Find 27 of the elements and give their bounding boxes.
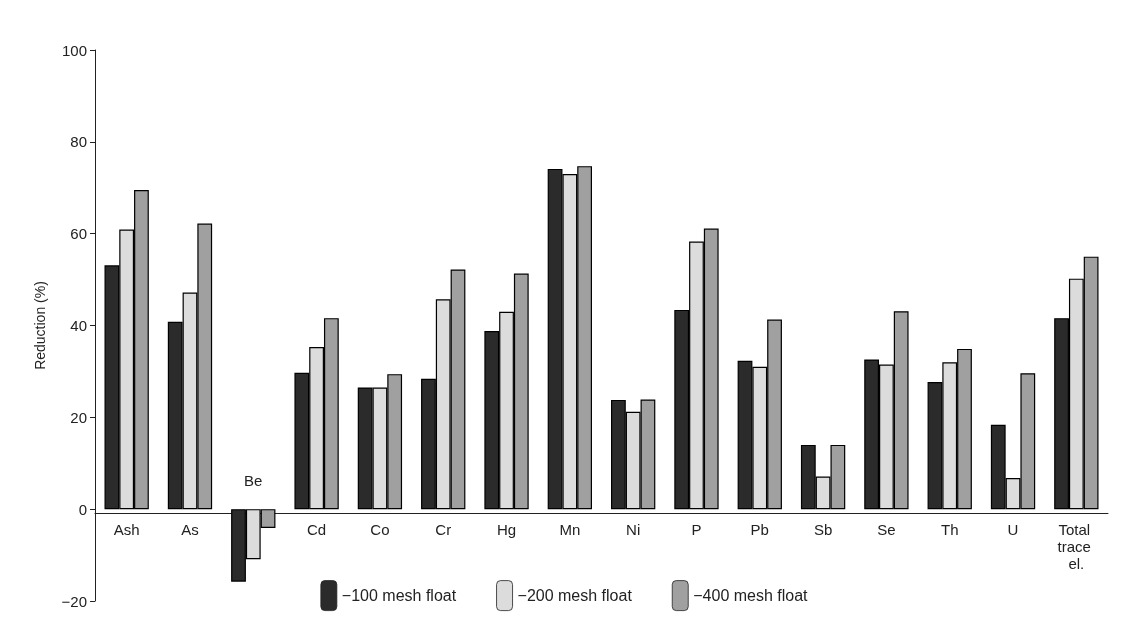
y-tick-label: 20: [70, 408, 87, 426]
x-tick-label: Hg: [496, 520, 517, 538]
x-tick-label: P: [691, 520, 702, 538]
x-tick-label: Se: [877, 520, 896, 538]
x-tick-label: Cr: [435, 520, 452, 538]
x-tick-label: Pb: [750, 520, 769, 538]
x-tick-label: Total trace el.: [1057, 520, 1096, 572]
x-tick-label: Ni: [626, 520, 641, 538]
x-tick-label: U: [1007, 520, 1019, 538]
y-tick-label: 40: [70, 317, 87, 334]
x-tick-label: Cd: [307, 520, 327, 538]
x-tick-label: Ash: [113, 520, 140, 538]
y-tick-label: 0: [78, 500, 87, 518]
x-tick-label: Mn: [559, 520, 581, 538]
x-tick-label: Th: [940, 520, 959, 538]
x-tick-label: As: [181, 520, 199, 538]
y-axis-title: Reduction (%): [32, 281, 48, 370]
x-tick-label: Co: [370, 520, 390, 538]
x-tick-label: Be: [244, 471, 263, 489]
y-tick-label: 60: [70, 225, 87, 243]
legend-label: −200 mesh float: [517, 587, 633, 605]
legend-label: −400 mesh float: [693, 587, 809, 605]
y-tick-label: −20: [61, 592, 87, 610]
x-tick-label: Sb: [813, 520, 833, 538]
y-tick-label: 80: [70, 133, 87, 151]
y-tick-label: 100: [61, 41, 87, 59]
legend-label: −100 mesh float: [341, 587, 457, 605]
